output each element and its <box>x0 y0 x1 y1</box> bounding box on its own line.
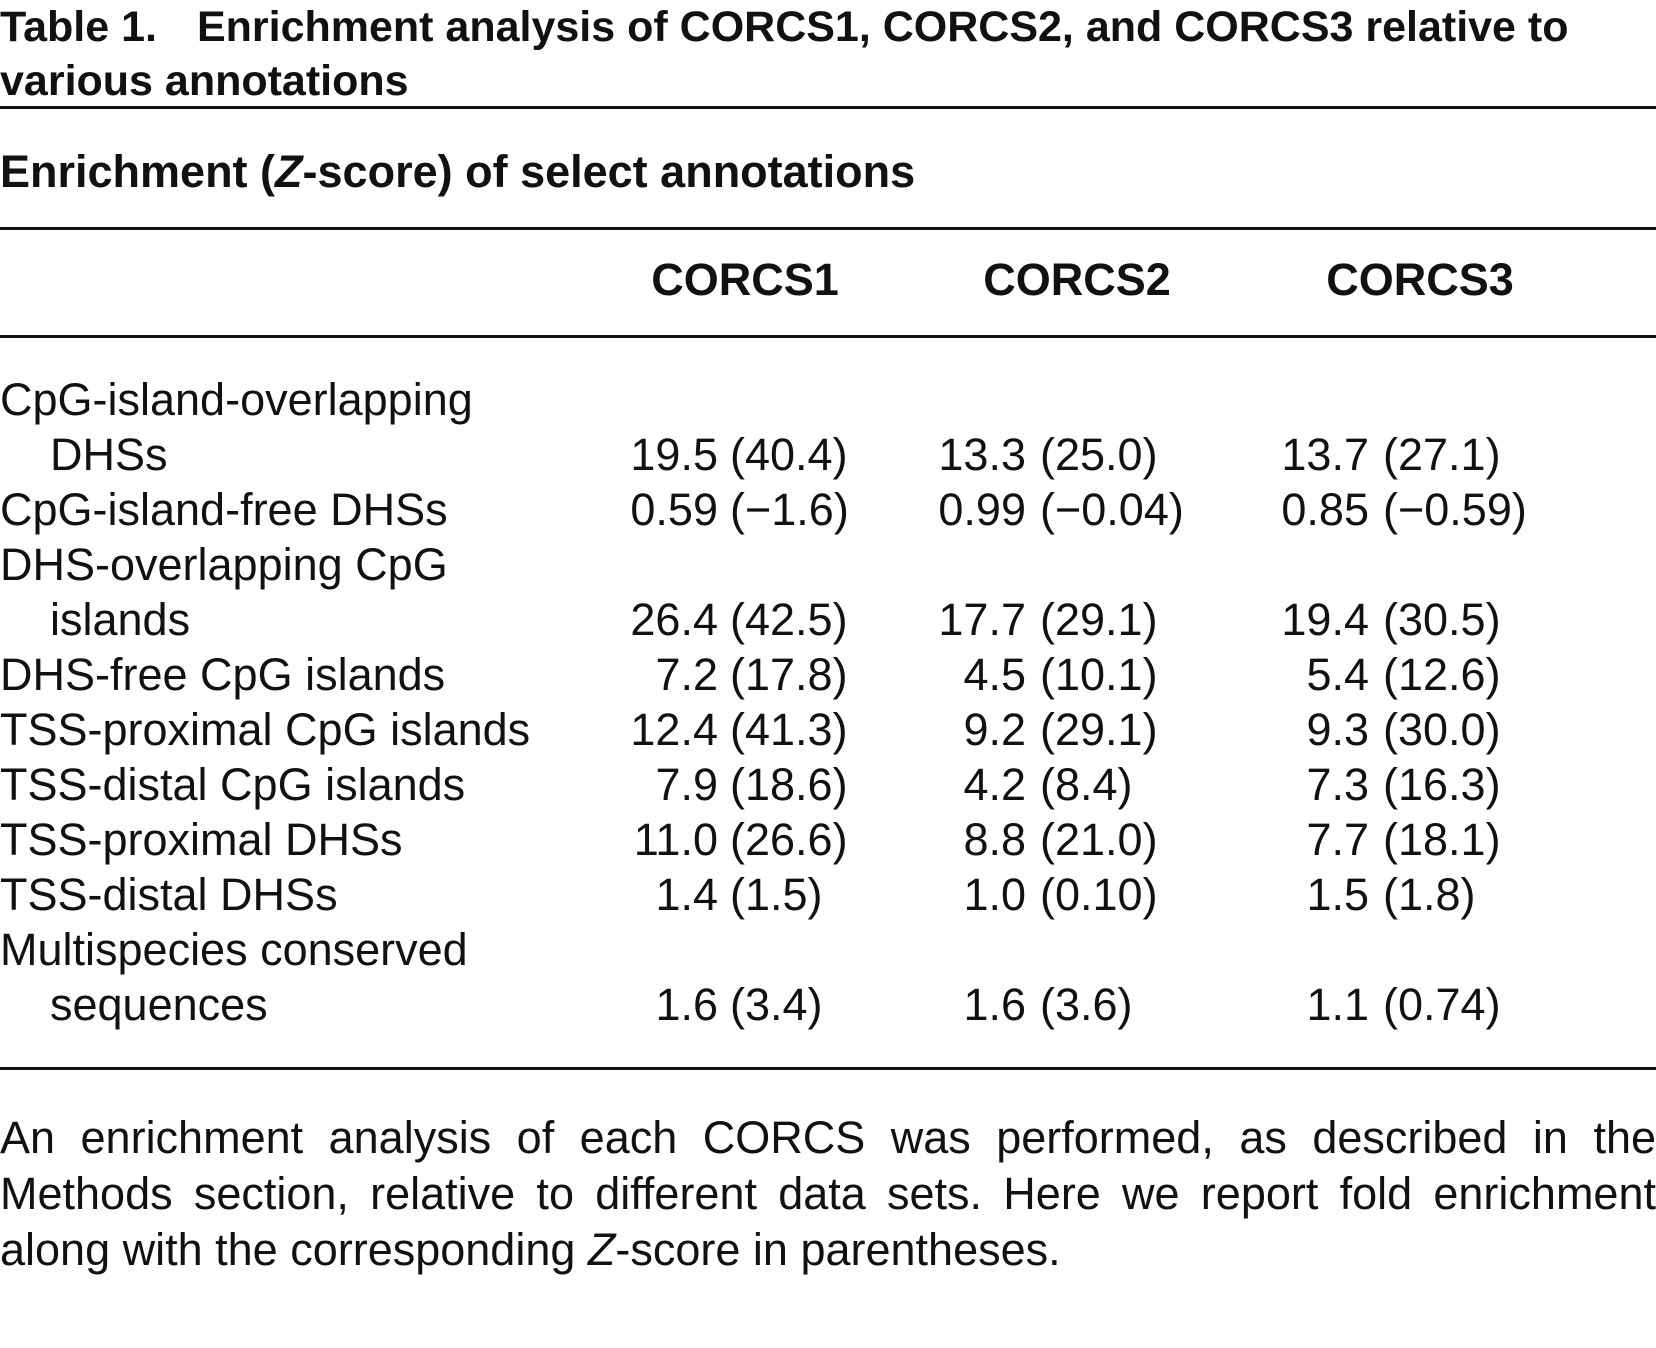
row-label: TSS-proximal DHSs <box>0 814 403 865</box>
z-score: (3.6) <box>1040 979 1133 1030</box>
row-label: islands <box>50 594 191 645</box>
z-score: (1.8) <box>1383 869 1476 920</box>
fold-value: 13.3 <box>938 429 1026 480</box>
footnote: An enrichment analysis of each CORCS was… <box>0 1110 1656 1278</box>
rule <box>0 335 1656 338</box>
z-score: (26.6) <box>730 814 848 865</box>
fold-value: 7.2 <box>655 649 718 700</box>
fold-value: 7.9 <box>655 759 718 810</box>
column-header: CORCS3 <box>1326 254 1514 305</box>
rule <box>0 227 1656 230</box>
z-score: (0.74) <box>1383 979 1501 1030</box>
z-score: (18.6) <box>730 759 848 810</box>
z-score: (17.8) <box>730 649 848 700</box>
z-score: (12.6) <box>1383 649 1501 700</box>
z-score: (30.5) <box>1383 594 1501 645</box>
fold-value: 9.3 <box>1306 704 1369 755</box>
fold-value: 19.4 <box>1281 594 1369 645</box>
text: -score in parentheses. <box>615 1224 1061 1275</box>
row-label: TSS-distal CpG islands <box>0 759 466 810</box>
row-label: CpG-island-free DHSs <box>0 484 448 535</box>
z-score: (42.5) <box>730 594 848 645</box>
z-score: (29.1) <box>1040 594 1158 645</box>
text: Z <box>275 146 303 197</box>
z-score: (27.1) <box>1383 429 1501 480</box>
z-score: (0.10) <box>1040 869 1158 920</box>
row-label: DHS-free CpG islands <box>0 649 446 700</box>
fold-value: 1.4 <box>655 869 718 920</box>
text: Enrichment ( <box>0 146 276 197</box>
fold-value: 1.5 <box>1306 869 1369 920</box>
z-score: (−0.59) <box>1383 484 1527 535</box>
fold-value: 17.7 <box>938 594 1026 645</box>
row-label: TSS-proximal CpG islands <box>0 704 531 755</box>
z-score: (29.1) <box>1040 704 1158 755</box>
fold-value: 0.99 <box>938 484 1026 535</box>
z-score: (10.1) <box>1040 649 1158 700</box>
row-label: sequences <box>50 979 268 1030</box>
column-header: CORCS2 <box>983 254 1171 305</box>
z-score: (41.3) <box>730 704 848 755</box>
fold-value: 1.6 <box>963 979 1026 1030</box>
table-title: Table 1. Enrichment analysis of CORCS1, C… <box>0 0 1620 108</box>
z-score: (8.4) <box>1040 759 1133 810</box>
fold-value: 0.59 <box>630 484 718 535</box>
z-score: (3.4) <box>730 979 823 1030</box>
rule <box>0 1067 1656 1070</box>
fold-value: 7.3 <box>1306 759 1369 810</box>
z-score: (25.0) <box>1040 429 1158 480</box>
fold-value: 9.2 <box>963 704 1026 755</box>
fold-value: 1.1 <box>1306 979 1369 1030</box>
fold-value: 1.0 <box>963 869 1026 920</box>
rule <box>0 106 1656 109</box>
text: An enrichment analysis of each CORCS was… <box>0 1112 1656 1275</box>
z-score: (16.3) <box>1383 759 1501 810</box>
z-score: (18.1) <box>1383 814 1501 865</box>
fold-value: 11.0 <box>633 814 718 865</box>
fold-value: 4.2 <box>963 759 1026 810</box>
fold-value: 7.7 <box>1306 814 1369 865</box>
row-label: TSS-distal DHSs <box>0 869 338 920</box>
fold-value: 1.6 <box>655 979 718 1030</box>
z-score: (30.0) <box>1383 704 1501 755</box>
table-number: Table 1. <box>0 3 157 51</box>
fold-value: 8.8 <box>963 814 1026 865</box>
fold-value: 13.7 <box>1281 429 1369 480</box>
row-label: Multispecies conserved <box>0 924 468 975</box>
row-label: DHSs <box>50 429 168 480</box>
fold-value: 5.4 <box>1306 649 1369 700</box>
title-text: Enrichment analysis of CORCS1, CORCS2, a… <box>0 3 1569 105</box>
column-header: CORCS1 <box>651 254 839 305</box>
fold-value: 0.85 <box>1281 484 1369 535</box>
z-score: (−0.04) <box>1040 484 1184 535</box>
z-score: (40.4) <box>730 429 848 480</box>
text: Z <box>587 1224 616 1275</box>
z-score: (1.5) <box>730 869 823 920</box>
z-score: (−1.6) <box>730 484 849 535</box>
fold-value: 26.4 <box>630 594 718 645</box>
row-label: DHS-overlapping CpG <box>0 539 448 590</box>
text: -score) of select annotations <box>302 146 916 197</box>
fold-value: 19.5 <box>630 429 718 480</box>
fold-value: 12.4 <box>630 704 718 755</box>
z-score: (21.0) <box>1040 814 1158 865</box>
fold-value: 4.5 <box>963 649 1026 700</box>
row-label: CpG-island-overlapping <box>0 374 473 425</box>
subtitle: Enrichment (Z-score) of select annotatio… <box>0 144 915 199</box>
